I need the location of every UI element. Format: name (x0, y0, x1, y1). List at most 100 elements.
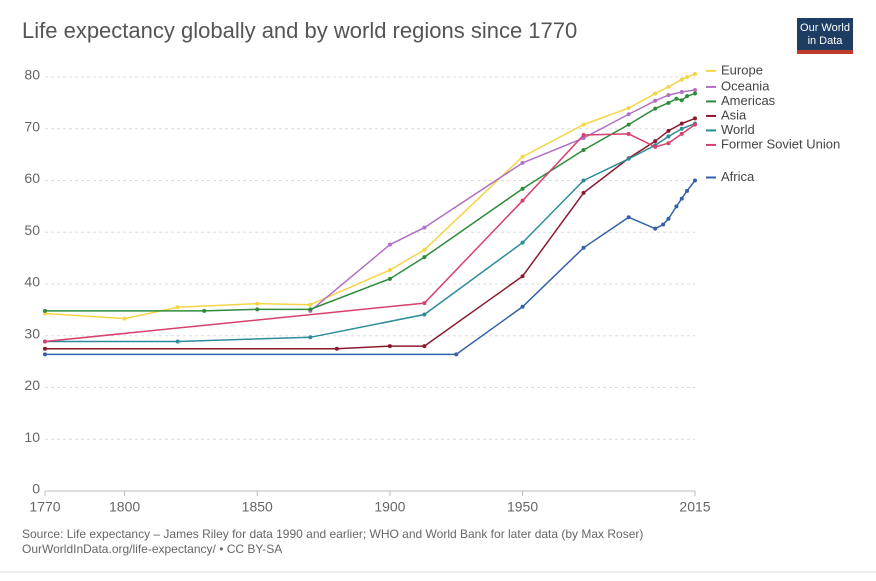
data-point (387, 276, 392, 281)
data-point (175, 305, 180, 310)
data-point (581, 190, 586, 195)
data-point (581, 132, 586, 137)
data-point (520, 274, 525, 279)
data-point (679, 121, 684, 126)
data-point (626, 215, 631, 220)
y-tick-label: 0 (32, 481, 40, 497)
data-point (520, 198, 525, 203)
data-point (520, 186, 525, 191)
x-tick-label: 1800 (109, 499, 140, 515)
data-point (387, 268, 392, 273)
data-point (653, 91, 658, 96)
chart-title: Life expectancy globally and by world re… (22, 18, 577, 43)
data-point (679, 77, 684, 82)
logo-box (797, 18, 853, 52)
data-point (679, 98, 684, 103)
series-line (44, 73, 696, 320)
data-point (202, 308, 207, 313)
data-point (653, 226, 658, 231)
data-point (685, 94, 690, 99)
data-point (679, 126, 684, 131)
source-text: Source: Life expectancy – James Riley fo… (22, 527, 643, 541)
logo-text: in Data (808, 35, 844, 47)
legend-label: World (721, 122, 755, 137)
legend-label: Europe (721, 62, 763, 77)
y-tick-label: 20 (24, 377, 40, 393)
data-point (666, 134, 671, 139)
legend-label: Africa (721, 169, 755, 184)
data-point (653, 106, 658, 111)
data-point (666, 128, 671, 133)
data-point (653, 139, 658, 144)
data-point (122, 316, 127, 321)
y-tick-label: 40 (24, 274, 40, 290)
data-point (685, 188, 690, 193)
source-text: OurWorldInData.org/life-expectancy/ • CC… (22, 542, 282, 556)
data-point (693, 178, 697, 183)
data-point (308, 302, 313, 307)
data-point (679, 90, 684, 95)
series-line (45, 180, 696, 356)
data-point (693, 71, 697, 76)
x-tick-label: 1900 (374, 499, 405, 515)
logo-bar (797, 50, 853, 54)
data-point (666, 93, 671, 98)
y-tick-label: 10 (24, 429, 40, 445)
legend-label: Asia (721, 107, 747, 122)
data-point (693, 91, 697, 96)
data-point (674, 204, 679, 209)
data-point (674, 96, 679, 101)
data-point (454, 352, 459, 357)
data-point (626, 112, 631, 117)
data-point (422, 247, 427, 252)
y-tick-label: 30 (24, 325, 40, 341)
data-point (387, 344, 392, 349)
data-point (308, 307, 313, 312)
x-tick-label: 1950 (507, 499, 538, 515)
data-point (685, 75, 690, 79)
data-point (520, 304, 525, 309)
data-point (693, 122, 697, 127)
data-point (626, 122, 631, 127)
data-point (693, 87, 697, 92)
series-line (309, 89, 696, 312)
x-tick-label: 1850 (242, 499, 273, 515)
series-line (44, 123, 696, 343)
data-point (43, 346, 47, 351)
data-point (255, 301, 260, 306)
data-point (422, 301, 427, 306)
legend-label: Oceania (721, 78, 770, 93)
data-point (666, 84, 671, 89)
data-point (43, 339, 47, 344)
data-point (653, 144, 658, 149)
data-point (422, 312, 427, 317)
legend-label: Former Soviet Union (721, 136, 840, 151)
data-point (175, 339, 180, 344)
logo-text: Our World (800, 22, 850, 34)
data-point (626, 156, 631, 161)
data-point (666, 216, 671, 221)
y-tick-label: 80 (24, 67, 40, 83)
data-point (661, 222, 666, 227)
data-point (520, 160, 525, 165)
data-point (387, 242, 392, 247)
data-point (693, 116, 697, 121)
data-point (679, 131, 684, 136)
data-point (666, 100, 671, 105)
data-point (581, 178, 586, 183)
data-point (308, 335, 313, 340)
data-point (626, 106, 631, 111)
data-point (666, 141, 671, 146)
data-point (653, 98, 658, 103)
x-tick-label: 1770 (29, 499, 60, 515)
data-point (626, 131, 631, 136)
data-point (520, 240, 525, 245)
data-point (43, 352, 47, 357)
data-point (581, 245, 586, 250)
x-tick-label: 2015 (679, 499, 710, 515)
data-point (255, 307, 260, 312)
data-point (520, 154, 525, 159)
data-point (422, 225, 427, 230)
y-tick-label: 70 (24, 118, 40, 134)
